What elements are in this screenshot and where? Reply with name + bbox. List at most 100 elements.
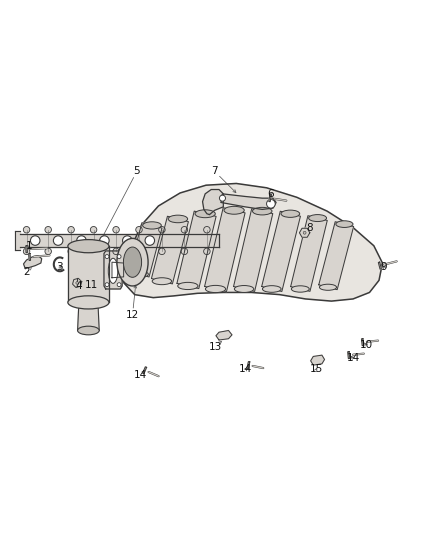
Polygon shape bbox=[112, 262, 124, 278]
Polygon shape bbox=[20, 234, 219, 247]
Ellipse shape bbox=[45, 227, 51, 233]
Text: 1: 1 bbox=[25, 241, 32, 251]
Polygon shape bbox=[143, 367, 147, 374]
Text: 14: 14 bbox=[346, 353, 360, 363]
Ellipse shape bbox=[53, 236, 63, 245]
Ellipse shape bbox=[90, 248, 97, 255]
Ellipse shape bbox=[152, 278, 172, 285]
Text: 10: 10 bbox=[360, 340, 373, 350]
Ellipse shape bbox=[253, 207, 272, 215]
Ellipse shape bbox=[291, 286, 309, 292]
Text: 9: 9 bbox=[380, 262, 387, 272]
Text: 7: 7 bbox=[212, 166, 218, 176]
Ellipse shape bbox=[219, 195, 226, 201]
Text: 11: 11 bbox=[85, 280, 98, 289]
Ellipse shape bbox=[90, 227, 97, 233]
Polygon shape bbox=[26, 246, 28, 253]
Ellipse shape bbox=[23, 248, 30, 255]
Ellipse shape bbox=[124, 247, 141, 277]
Ellipse shape bbox=[234, 286, 254, 293]
Ellipse shape bbox=[130, 271, 148, 278]
Text: 12: 12 bbox=[126, 310, 139, 320]
Ellipse shape bbox=[309, 215, 327, 222]
Ellipse shape bbox=[205, 285, 226, 293]
Ellipse shape bbox=[77, 236, 86, 245]
Ellipse shape bbox=[68, 227, 74, 233]
Polygon shape bbox=[221, 194, 276, 209]
Ellipse shape bbox=[100, 236, 109, 245]
Ellipse shape bbox=[117, 255, 121, 259]
Text: 13: 13 bbox=[209, 342, 222, 351]
Ellipse shape bbox=[159, 227, 165, 233]
Ellipse shape bbox=[145, 236, 155, 245]
Ellipse shape bbox=[113, 227, 119, 233]
Text: 5: 5 bbox=[134, 166, 140, 176]
Ellipse shape bbox=[168, 215, 187, 223]
Ellipse shape bbox=[105, 282, 109, 287]
Ellipse shape bbox=[68, 296, 109, 309]
Ellipse shape bbox=[181, 227, 187, 233]
Ellipse shape bbox=[76, 281, 78, 284]
Polygon shape bbox=[177, 211, 216, 288]
Polygon shape bbox=[129, 223, 162, 277]
Polygon shape bbox=[378, 262, 381, 269]
Text: 2: 2 bbox=[23, 266, 30, 277]
Text: 15: 15 bbox=[310, 365, 323, 374]
Ellipse shape bbox=[23, 227, 30, 233]
Ellipse shape bbox=[136, 248, 142, 255]
Polygon shape bbox=[269, 195, 271, 201]
Polygon shape bbox=[78, 302, 99, 330]
Polygon shape bbox=[205, 208, 245, 292]
Ellipse shape bbox=[78, 326, 99, 335]
Ellipse shape bbox=[136, 227, 142, 233]
Polygon shape bbox=[216, 330, 232, 340]
Polygon shape bbox=[261, 211, 300, 292]
Ellipse shape bbox=[123, 236, 132, 245]
Ellipse shape bbox=[31, 236, 40, 245]
Polygon shape bbox=[319, 222, 353, 289]
Text: 14: 14 bbox=[239, 365, 252, 374]
Text: 8: 8 bbox=[307, 223, 313, 232]
Polygon shape bbox=[361, 338, 364, 346]
Ellipse shape bbox=[224, 206, 244, 214]
Polygon shape bbox=[300, 228, 310, 237]
Ellipse shape bbox=[105, 255, 109, 259]
Ellipse shape bbox=[143, 222, 161, 229]
Ellipse shape bbox=[319, 284, 336, 290]
Polygon shape bbox=[233, 209, 273, 292]
Polygon shape bbox=[202, 190, 223, 215]
Ellipse shape bbox=[45, 248, 51, 255]
Ellipse shape bbox=[159, 248, 165, 255]
Polygon shape bbox=[123, 183, 382, 301]
Ellipse shape bbox=[117, 238, 148, 286]
Ellipse shape bbox=[204, 248, 210, 255]
Text: 6: 6 bbox=[268, 189, 274, 199]
Ellipse shape bbox=[195, 210, 215, 217]
Polygon shape bbox=[152, 216, 188, 284]
Text: 4: 4 bbox=[75, 281, 82, 291]
Text: 3: 3 bbox=[56, 262, 62, 272]
Ellipse shape bbox=[178, 282, 198, 289]
Polygon shape bbox=[68, 246, 109, 302]
Polygon shape bbox=[247, 361, 250, 369]
Ellipse shape bbox=[303, 231, 306, 234]
Polygon shape bbox=[348, 352, 350, 359]
Text: 14: 14 bbox=[134, 370, 147, 381]
Ellipse shape bbox=[68, 240, 109, 253]
Ellipse shape bbox=[267, 199, 275, 208]
Ellipse shape bbox=[281, 210, 300, 217]
Polygon shape bbox=[15, 231, 20, 251]
Polygon shape bbox=[291, 216, 327, 292]
Polygon shape bbox=[28, 254, 31, 261]
Ellipse shape bbox=[336, 221, 353, 228]
Ellipse shape bbox=[262, 286, 281, 292]
Polygon shape bbox=[24, 256, 42, 269]
Polygon shape bbox=[311, 355, 325, 365]
Ellipse shape bbox=[204, 227, 210, 233]
Ellipse shape bbox=[108, 259, 118, 284]
Ellipse shape bbox=[117, 282, 121, 287]
Polygon shape bbox=[104, 251, 122, 289]
Ellipse shape bbox=[68, 248, 74, 255]
Ellipse shape bbox=[181, 248, 187, 255]
Polygon shape bbox=[73, 278, 82, 287]
